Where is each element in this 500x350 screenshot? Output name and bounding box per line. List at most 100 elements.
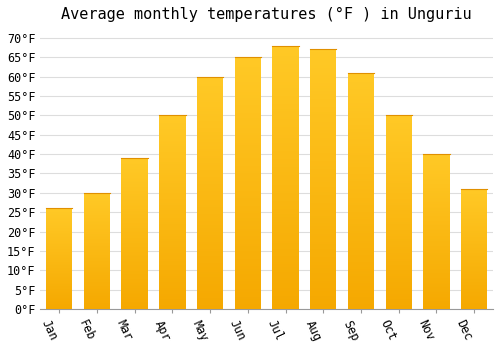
- Bar: [84, 217, 110, 218]
- Bar: [386, 243, 412, 245]
- Bar: [386, 181, 412, 183]
- Bar: [386, 214, 412, 216]
- Bar: [386, 193, 412, 195]
- Bar: [122, 285, 148, 287]
- Bar: [197, 274, 224, 277]
- Bar: [122, 173, 148, 175]
- Bar: [122, 241, 148, 243]
- Bar: [197, 84, 224, 86]
- Bar: [310, 281, 336, 283]
- Bar: [197, 207, 224, 209]
- Bar: [386, 236, 412, 237]
- Bar: [348, 108, 374, 111]
- Bar: [84, 253, 110, 254]
- Bar: [159, 224, 186, 226]
- Bar: [84, 267, 110, 268]
- Bar: [234, 125, 261, 128]
- Bar: [386, 204, 412, 206]
- Bar: [84, 272, 110, 273]
- Bar: [84, 235, 110, 236]
- Bar: [461, 197, 487, 198]
- Bar: [159, 233, 186, 236]
- Bar: [122, 218, 148, 220]
- Bar: [84, 281, 110, 282]
- Bar: [122, 249, 148, 250]
- Bar: [159, 296, 186, 298]
- Bar: [272, 212, 299, 214]
- Bar: [84, 236, 110, 237]
- Bar: [461, 194, 487, 195]
- Bar: [386, 266, 412, 268]
- Bar: [197, 209, 224, 211]
- Bar: [46, 289, 72, 290]
- Bar: [46, 219, 72, 220]
- Bar: [424, 239, 450, 241]
- Bar: [461, 272, 487, 273]
- Bar: [197, 137, 224, 139]
- Bar: [348, 298, 374, 300]
- Bar: [84, 257, 110, 258]
- Bar: [46, 271, 72, 272]
- Bar: [386, 168, 412, 170]
- Bar: [424, 191, 450, 193]
- Bar: [46, 272, 72, 273]
- Bar: [197, 77, 224, 79]
- Bar: [46, 287, 72, 288]
- Bar: [234, 138, 261, 140]
- Bar: [122, 190, 148, 191]
- Bar: [197, 258, 224, 260]
- Bar: [159, 129, 186, 131]
- Bar: [424, 177, 450, 179]
- Bar: [424, 238, 450, 239]
- Bar: [46, 261, 72, 262]
- Bar: [197, 165, 224, 167]
- Bar: [424, 280, 450, 281]
- Bar: [424, 194, 450, 196]
- Bar: [310, 237, 336, 239]
- Bar: [159, 199, 186, 201]
- Bar: [84, 296, 110, 298]
- Bar: [272, 204, 299, 206]
- Bar: [386, 245, 412, 247]
- Bar: [272, 46, 299, 48]
- Bar: [461, 277, 487, 278]
- Bar: [461, 209, 487, 211]
- Bar: [310, 262, 336, 265]
- Bar: [272, 83, 299, 85]
- Bar: [310, 49, 336, 52]
- Bar: [272, 251, 299, 254]
- Bar: [348, 300, 374, 302]
- Bar: [461, 303, 487, 304]
- Bar: [159, 204, 186, 206]
- Bar: [310, 89, 336, 91]
- Bar: [197, 286, 224, 288]
- Bar: [84, 233, 110, 235]
- Bar: [159, 158, 186, 160]
- Bar: [272, 230, 299, 233]
- Bar: [272, 278, 299, 280]
- Bar: [159, 210, 186, 212]
- Bar: [122, 288, 148, 289]
- Bar: [159, 146, 186, 148]
- Bar: [310, 172, 336, 174]
- Bar: [84, 239, 110, 240]
- Bar: [348, 144, 374, 146]
- Bar: [84, 193, 110, 194]
- Bar: [461, 211, 487, 212]
- Bar: [461, 230, 487, 231]
- Bar: [272, 301, 299, 304]
- Bar: [272, 96, 299, 98]
- Bar: [159, 261, 186, 262]
- Bar: [234, 170, 261, 173]
- Bar: [84, 293, 110, 294]
- Bar: [122, 184, 148, 185]
- Bar: [84, 230, 110, 231]
- Bar: [424, 201, 450, 202]
- Bar: [461, 237, 487, 238]
- Bar: [461, 259, 487, 260]
- Bar: [348, 174, 374, 177]
- Bar: [348, 87, 374, 89]
- Bar: [424, 187, 450, 188]
- Bar: [46, 258, 72, 259]
- Bar: [386, 251, 412, 253]
